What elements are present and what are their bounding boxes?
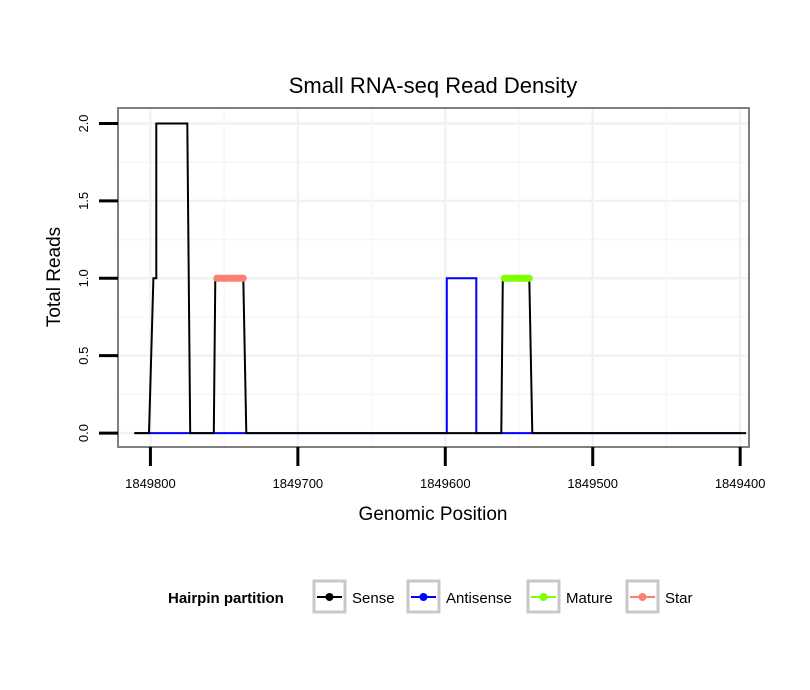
y-tick-label: 0.5: [76, 347, 91, 365]
legend-label-star: Star: [665, 590, 693, 607]
legend-title: Hairpin partition: [168, 590, 284, 607]
x-axis-title: Genomic Position: [359, 504, 508, 525]
legend-key-point-antisense: [419, 593, 428, 601]
legend-key-point-sense: [325, 593, 334, 601]
legend-label-mature: Mature: [566, 590, 613, 607]
x-axis: 1849800 1849700 1849600 1849500 1849400: [125, 447, 765, 491]
y-tick-label: 1.0: [76, 269, 91, 287]
x-tick-label: 1849400: [715, 476, 766, 491]
legend: Hairpin partition Sense Antisense Mature St…: [168, 579, 693, 614]
legend-key-point-star: [638, 593, 647, 601]
y-tick-label: 0.0: [76, 424, 91, 442]
x-tick-label: 1849500: [567, 476, 618, 491]
chart-title: Small RNA-seq Read Density: [289, 73, 578, 98]
y-tick-label: 2.0: [76, 114, 91, 132]
legend-label-antisense: Antisense: [446, 590, 512, 607]
x-tick-label: 1849700: [273, 476, 324, 491]
x-tick-label: 1849800: [125, 476, 176, 491]
series-layer: [134, 122, 747, 435]
x-tick-label: 1849600: [420, 476, 471, 491]
y-axis-title: Total Reads: [44, 227, 65, 327]
y-tick-label: 1.5: [76, 192, 91, 210]
y-axis: 0.0 0.5 1.0 1.5 2.0: [76, 114, 118, 442]
legend-label-sense: Sense: [352, 590, 395, 607]
legend-key-point-mature: [539, 593, 548, 601]
